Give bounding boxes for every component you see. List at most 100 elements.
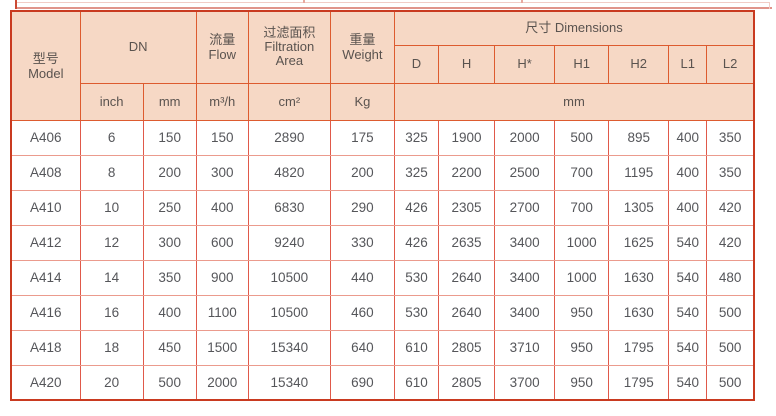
header-row-2: D H H* H1 H2 L1 L2 (11, 44, 755, 84)
cell-dim-l2: 350 (706, 154, 755, 191)
cell-dim-d: 325 (393, 154, 440, 191)
cell-dim-h: 1900 (437, 119, 496, 156)
cell-flow: 400 (195, 189, 249, 226)
cell-dim-h-star: 3700 (494, 364, 556, 401)
cell-dim-d: 610 (393, 329, 440, 366)
spec-table: 型号 Model DN 流量 Flow 过滤面积 Filtration Area… (10, 10, 755, 401)
cell-flow: 1500 (195, 329, 249, 366)
remnant-vertical-border (15, 0, 17, 9)
cell-filtration-area: 4820 (247, 154, 331, 191)
cell-dn-mm: 250 (142, 189, 197, 226)
cell-dim-h1: 500 (554, 119, 610, 156)
cell-filtration-area: 15340 (247, 364, 331, 401)
cell-dim-l1: 400 (668, 154, 708, 191)
cell-flow: 900 (195, 259, 249, 296)
col-header-model-en: Model (28, 65, 64, 81)
col-header-area-en1: Filtration (264, 39, 315, 55)
cell-dim-h2: 1630 (608, 294, 670, 331)
remnant-vertical-border (521, 0, 523, 3)
unit-weight: Kg (329, 82, 395, 121)
cell-dim-l1: 540 (668, 259, 708, 296)
cell-dim-h1: 1000 (554, 259, 610, 296)
col-header-area-en2: Area (275, 53, 304, 69)
cell-dn-inch: 12 (79, 224, 144, 261)
table-row: A408 8 200 300 4820 200 325 2200 2500 700 1195 400 3… (10, 154, 755, 191)
cell-dim-l2: 500 (706, 329, 755, 366)
cell-dim-h2: 1630 (608, 259, 670, 296)
cell-dn-inch: 16 (79, 294, 144, 331)
cell-dim-h: 2805 (437, 364, 496, 401)
cell-dim-h-star: 2000 (494, 119, 556, 156)
remnant-vertical-border (303, 0, 305, 3)
cell-model: A416 (10, 294, 81, 331)
cell-dn-mm: 150 (142, 119, 197, 156)
cell-dim-l1: 540 (668, 364, 708, 401)
col-header-dim-l2: L2 (706, 44, 755, 84)
col-header-dim-h2: H2 (608, 44, 670, 84)
cell-dim-h-star: 3400 (494, 224, 556, 261)
col-header-filtration-area: 过滤面积 Filtration Area (247, 10, 331, 84)
cell-model: A412 (10, 224, 81, 261)
col-header-dim-d: D (393, 44, 440, 84)
unit-area: cm² (247, 82, 331, 121)
cell-dim-h: 2640 (437, 294, 496, 331)
cell-dn-inch: 14 (79, 259, 144, 296)
cell-flow: 1100 (195, 294, 249, 331)
cell-dim-h2: 1795 (608, 329, 670, 366)
cell-flow: 600 (195, 224, 249, 261)
cell-dim-h1: 950 (554, 329, 610, 366)
cell-dim-h-star: 3710 (494, 329, 556, 366)
table-row: A414 14 350 900 10500 440 530 2640 3400 1000 1630 5… (10, 259, 755, 296)
cell-model: A408 (10, 154, 81, 191)
cell-dn-inch: 6 (79, 119, 144, 156)
col-header-weight-en: Weight (342, 47, 383, 63)
col-header-dimensions: 尺寸 Dimensions (393, 10, 755, 46)
cell-model: A406 (10, 119, 81, 156)
cell-filtration-area: 6830 (247, 189, 331, 226)
cell-dim-d: 426 (393, 224, 440, 261)
cell-flow: 300 (195, 154, 249, 191)
cell-dim-h2: 1625 (608, 224, 670, 261)
cell-dn-mm: 500 (142, 364, 197, 401)
unit-flow: m³/h (195, 82, 249, 121)
cell-dim-h: 2805 (437, 329, 496, 366)
remnant-vertical-border (769, 2, 770, 9)
cell-filtration-area: 15340 (247, 329, 331, 366)
header-row-1: 型号 Model DN 流量 Flow 过滤面积 Filtration Area… (10, 10, 755, 121)
col-header-flow-en: Flow (208, 47, 236, 63)
cell-dn-mm: 400 (142, 294, 197, 331)
col-header-weight-zh: 重量 (349, 32, 376, 48)
cell-dim-l2: 420 (706, 189, 755, 226)
cell-dim-d: 610 (393, 364, 440, 401)
spec-table-head: 型号 Model DN 流量 Flow 过滤面积 Filtration Area… (10, 10, 755, 121)
col-header-flow: 流量 Flow (195, 10, 249, 84)
col-header-flow-zh: 流量 (209, 32, 236, 48)
cell-dim-d: 426 (393, 189, 440, 226)
cell-weight: 690 (329, 364, 395, 401)
cell-weight: 640 (329, 329, 395, 366)
table-row: A420 20 500 2000 15340 690 610 2805 3700 950 1795 5… (10, 364, 755, 401)
cell-dim-l2: 500 (706, 294, 755, 331)
cell-dim-h1: 950 (554, 294, 610, 331)
cell-dim-h2: 1305 (608, 189, 670, 226)
cell-dim-d: 530 (393, 294, 440, 331)
cell-dim-h: 2200 (437, 154, 496, 191)
cell-dn-mm: 350 (142, 259, 197, 296)
cell-filtration-area: 9240 (247, 224, 331, 261)
cell-dn-mm: 200 (142, 154, 197, 191)
cell-dim-h1: 700 (554, 154, 610, 191)
cell-dim-l1: 540 (668, 224, 708, 261)
cell-dim-l2: 350 (706, 119, 755, 156)
cell-weight: 290 (329, 189, 395, 226)
cell-dim-h2: 1195 (608, 154, 670, 191)
remnant-inner-line (15, 2, 770, 3)
cell-dim-l1: 540 (668, 294, 708, 331)
cell-weight: 330 (329, 224, 395, 261)
cell-dim-h: 2640 (437, 259, 496, 296)
cell-filtration-area: 10500 (247, 294, 331, 331)
col-header-model: 型号 Model (10, 10, 81, 121)
remnant-bottom-border (15, 7, 772, 9)
cell-dn-inch: 18 (79, 329, 144, 366)
cell-model: A410 (10, 189, 81, 226)
